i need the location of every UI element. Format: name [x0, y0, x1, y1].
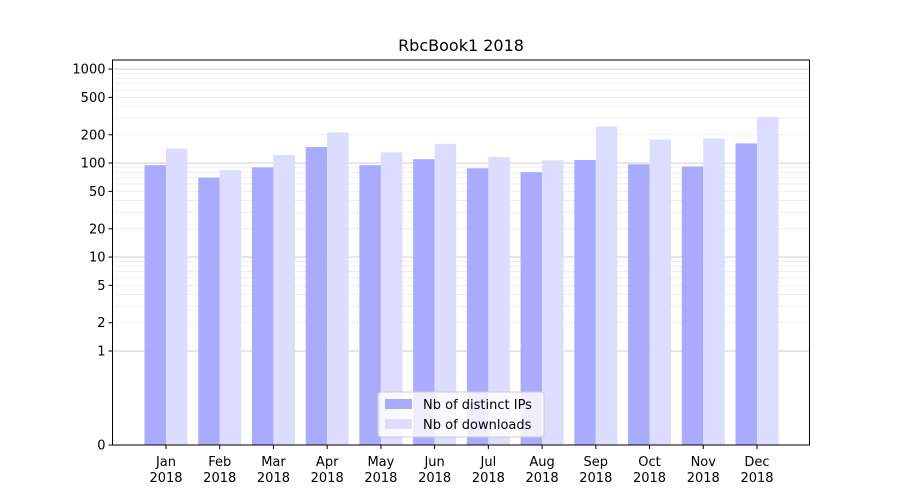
bar-downloads	[327, 132, 349, 445]
bar-distinct-ips	[466, 168, 489, 445]
x-tick-label-month: Dec	[744, 455, 769, 470]
bar-downloads	[166, 148, 188, 445]
bar-distinct-ips	[198, 177, 220, 446]
x-tick-label-year: 2018	[418, 471, 451, 486]
bar-distinct-ips	[628, 164, 650, 446]
legend: Nb of distinct IPs Nb of downloads	[377, 391, 545, 438]
chart-title: RbcBook1 2018	[398, 36, 524, 55]
y-tick-label: 0	[97, 439, 105, 454]
bar-distinct-ips	[144, 165, 166, 446]
bar-downloads	[595, 126, 618, 445]
bar-downloads	[542, 160, 564, 446]
legend-swatch	[385, 419, 412, 429]
x-tick-label-month: Nov	[691, 455, 717, 470]
bar-distinct-ips	[359, 165, 381, 446]
x-tick-label-year: 2018	[364, 471, 397, 486]
y-tick-label: 5	[97, 279, 105, 294]
y-tick-label: 10	[89, 251, 106, 266]
y-tick-label: 50	[89, 185, 106, 200]
y-tick-label: 1000	[72, 63, 105, 78]
x-tick-label-month: Jul	[480, 455, 497, 470]
x-tick-label-year: 2018	[257, 471, 290, 486]
bar-downloads	[488, 157, 510, 445]
x-tick-label-month: Aug	[529, 455, 554, 470]
legend-box	[377, 391, 545, 438]
x-tick-label-year: 2018	[633, 471, 666, 486]
bar-downloads	[649, 139, 672, 445]
x-tick-label-year: 2018	[687, 471, 720, 486]
x-tick-label-month: Jun	[423, 455, 444, 470]
x-tick-label-month: May	[367, 455, 394, 470]
x-axis: Jan2018Feb2018Mar2018Apr2018May2018Jun20…	[149, 445, 774, 486]
bar-distinct-ips	[251, 167, 274, 445]
y-tick-label: 500	[81, 91, 106, 106]
x-tick-label-month: Mar	[261, 455, 286, 470]
y-tick-label: 1	[97, 345, 105, 360]
bar-distinct-ips	[574, 159, 596, 445]
x-tick-label-year: 2018	[526, 471, 559, 486]
y-tick-label: 20	[89, 222, 106, 237]
x-tick-label-year: 2018	[579, 471, 612, 486]
legend-swatch	[385, 399, 412, 409]
bar-downloads	[434, 143, 457, 446]
x-tick-label-year: 2018	[311, 471, 344, 486]
bars	[144, 116, 779, 446]
x-tick-label-month: Apr	[316, 455, 339, 470]
x-tick-label-month: Sep	[584, 455, 609, 470]
bar-downloads	[273, 154, 295, 445]
x-tick-label-month: Feb	[208, 455, 231, 470]
bar-distinct-ips	[305, 147, 328, 445]
y-tick-label: 2	[97, 316, 105, 331]
bar-downloads	[380, 152, 403, 445]
bar-distinct-ips	[681, 166, 704, 445]
x-tick-label-month: Oct	[638, 455, 660, 470]
legend-label: Nb of distinct IPs	[423, 398, 532, 413]
y-tick-label: 100	[81, 157, 106, 172]
x-tick-label-month: Jan	[155, 455, 176, 470]
bar-downloads	[703, 138, 725, 446]
x-tick-label-year: 2018	[149, 471, 182, 486]
bar-downloads	[219, 170, 242, 446]
x-tick-label-year: 2018	[472, 471, 505, 486]
bar-distinct-ips	[735, 143, 757, 445]
y-axis: 0 1 2 5 10 20 50 100 200 500 1000	[72, 63, 113, 454]
y-tick-label: 200	[81, 128, 106, 143]
bar-downloads	[757, 116, 779, 446]
bar-distinct-ips	[520, 172, 543, 445]
legend-label: Nb of downloads	[423, 418, 532, 433]
x-tick-label-year: 2018	[740, 471, 773, 486]
x-tick-label-year: 2018	[203, 471, 236, 486]
bar-distinct-ips	[413, 159, 435, 445]
plot-frame	[112, 59, 810, 446]
